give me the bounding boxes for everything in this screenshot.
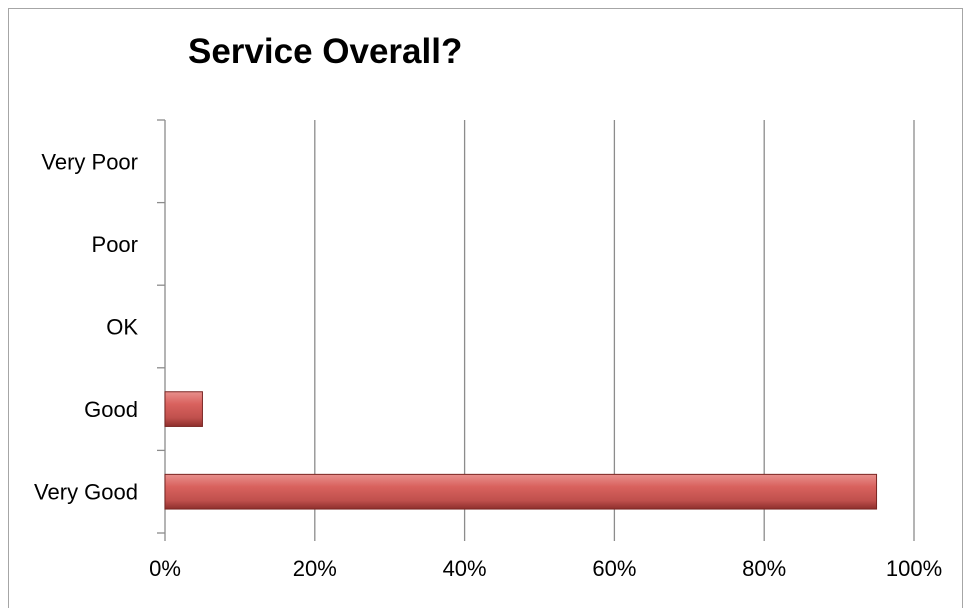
axes bbox=[157, 119, 915, 541]
x-tick-label: 80% bbox=[742, 556, 786, 581]
y-tick-label: Very Poor bbox=[41, 149, 138, 174]
y-tick-label: Poor bbox=[92, 232, 138, 257]
gridlines bbox=[314, 120, 915, 533]
y-tick-label: OK bbox=[106, 315, 138, 340]
bar-chart: Very Poor Poor OK Good Very Good 0% 20% 40% 60% 8… bbox=[34, 119, 942, 581]
x-tick-label: 100% bbox=[886, 556, 942, 581]
tick-labels: Very Poor Poor OK Good Very Good 0% 20% 40% 60% 8… bbox=[34, 149, 942, 581]
y-tick-label: Good bbox=[84, 397, 138, 422]
x-tick-label: 60% bbox=[592, 556, 636, 581]
x-tick-label: 0% bbox=[149, 556, 181, 581]
chart-title: Service Overall? bbox=[188, 32, 463, 71]
x-tick-label: 40% bbox=[443, 556, 487, 581]
x-tick-label: 20% bbox=[293, 556, 337, 581]
bar-very-good bbox=[164, 473, 878, 510]
bar-good bbox=[164, 391, 203, 427]
bars bbox=[164, 391, 878, 510]
y-tick-label: Very Good bbox=[34, 480, 138, 505]
